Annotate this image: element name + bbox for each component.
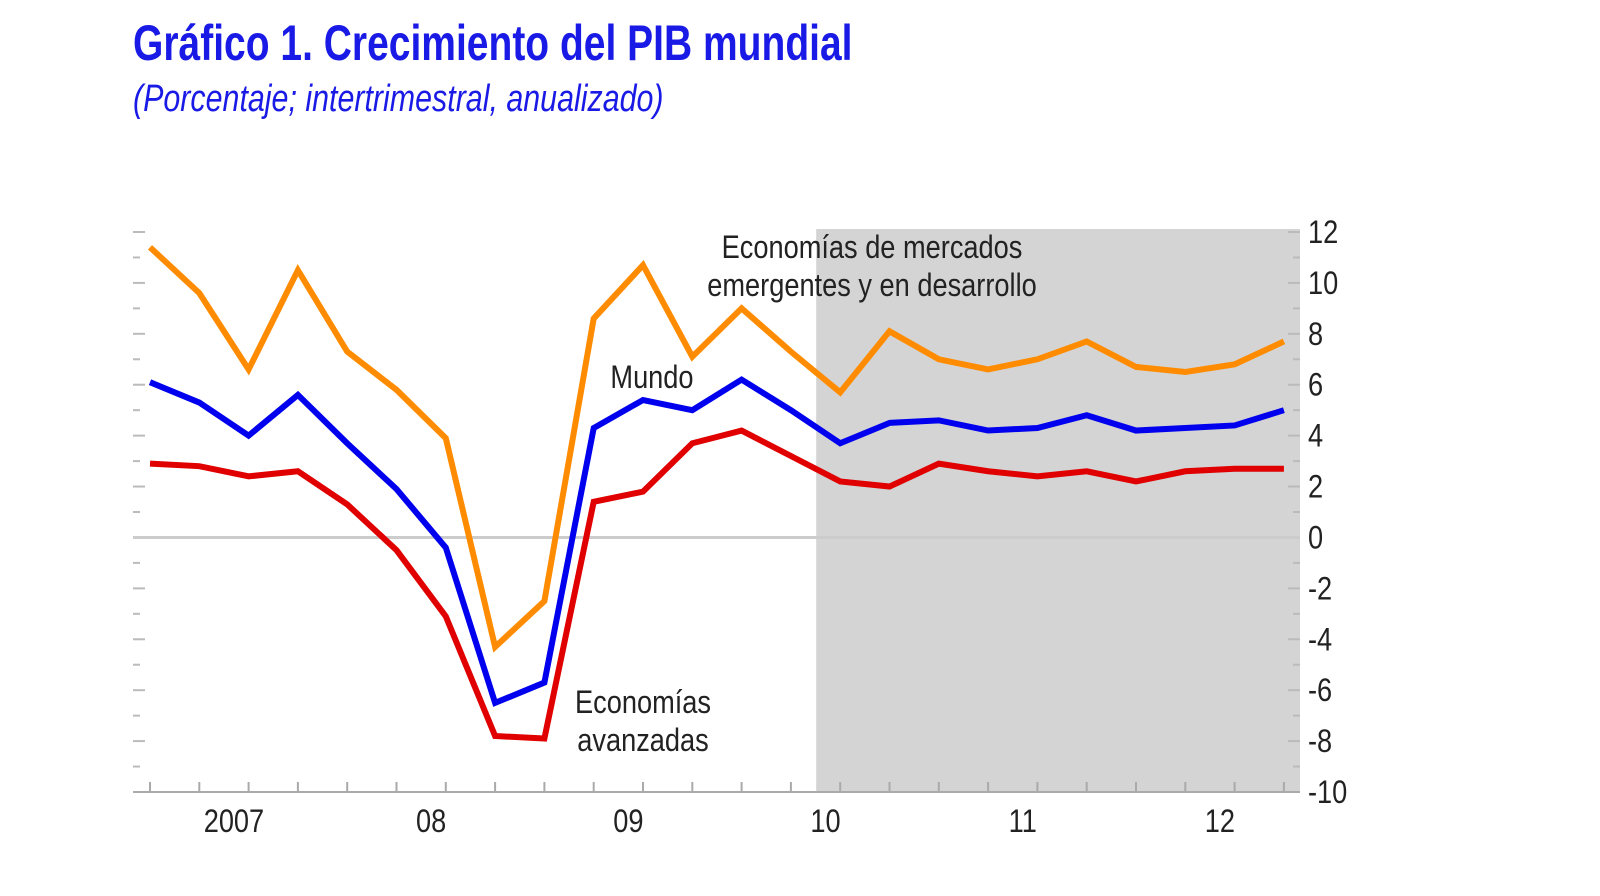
y-tick-label: 12 (1308, 215, 1338, 251)
x-tick-label: 12 (1205, 804, 1235, 840)
x-tick-label: 08 (416, 804, 446, 840)
y-tick-label: -6 (1308, 673, 1332, 709)
series-1 (148, 376, 1285, 707)
chart-title: Gráfico 1. Crecimiento del PIB mundial (133, 15, 853, 71)
y-tick-label: 6 (1308, 368, 1323, 404)
series-line (148, 376, 1285, 707)
y-tick-label: -2 (1308, 571, 1332, 607)
y-tick-label: -10 (1308, 775, 1347, 811)
x-tick-label: 11 (1009, 804, 1037, 840)
y-tick-label: 10 (1308, 266, 1338, 302)
y-tick-label: 4 (1308, 419, 1323, 455)
series-2 (149, 427, 1284, 742)
series-label: emergentes y en desarrollo (707, 268, 1036, 304)
y-tick-label: 0 (1308, 520, 1323, 556)
series-label: Mundo (610, 360, 693, 396)
chart-subtitle: (Porcentaje; intertrimestral, anualizado… (133, 78, 664, 120)
x-tick-label: 10 (810, 804, 840, 840)
series-label: avanzadas (577, 723, 709, 759)
y-tick-label: 8 (1308, 317, 1323, 353)
projection-shading (816, 229, 1300, 792)
y-tick-label: -4 (1308, 622, 1332, 658)
series-label: Economías (575, 685, 711, 721)
x-tick-label: 09 (613, 804, 643, 840)
series-line (147, 245, 1286, 653)
y-tick-label: 2 (1308, 470, 1323, 506)
series-0 (147, 245, 1286, 653)
x-tick-label: 2007 (204, 804, 264, 840)
series-label: Economías de mercados (722, 230, 1023, 266)
series-line (149, 427, 1284, 742)
y-tick-label: -8 (1308, 724, 1332, 760)
